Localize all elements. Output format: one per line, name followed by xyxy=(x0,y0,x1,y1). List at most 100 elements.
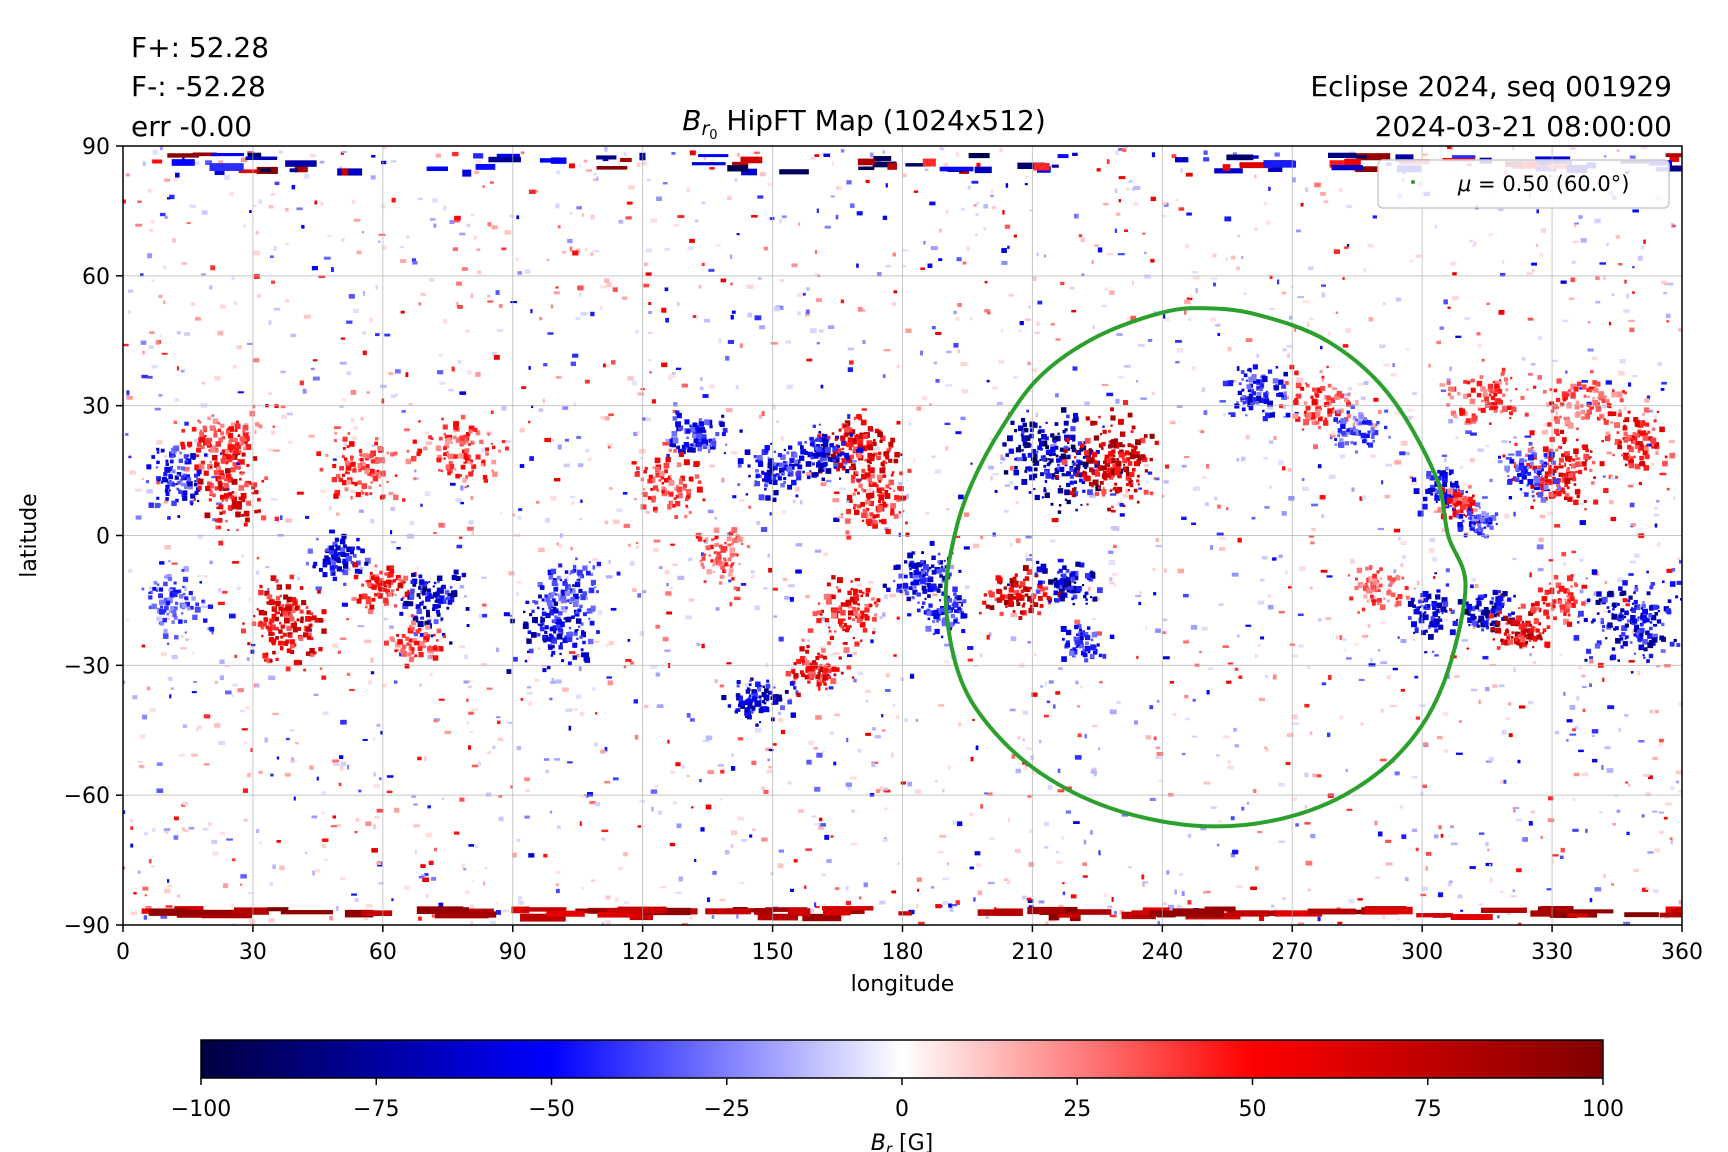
field-pixel xyxy=(893,513,899,519)
field-pixel xyxy=(885,484,890,489)
field-pixel xyxy=(1179,872,1184,877)
field-pixel xyxy=(236,443,240,447)
field-pixel xyxy=(972,718,975,721)
field-pixel xyxy=(1072,602,1075,606)
field-pixel xyxy=(963,512,970,517)
field-pixel xyxy=(768,765,772,769)
field-pixel xyxy=(1094,471,1101,477)
field-pixel xyxy=(376,861,382,866)
field-pixel xyxy=(555,870,561,874)
field-pixel xyxy=(861,591,865,595)
field-pixel xyxy=(1028,305,1031,309)
field-pixel xyxy=(974,851,981,856)
field-pixel xyxy=(840,299,845,304)
field-pixel xyxy=(243,482,249,488)
field-pixel xyxy=(562,609,568,613)
field-pixel xyxy=(468,844,475,847)
field-pixel xyxy=(562,406,569,410)
field-pixel xyxy=(236,503,242,510)
field-pixel xyxy=(1261,555,1268,560)
field-pixel xyxy=(270,193,276,196)
field-pixel xyxy=(1073,480,1078,484)
field-pixel xyxy=(455,473,460,479)
field-pixel xyxy=(862,339,866,345)
field-pixel xyxy=(791,479,797,486)
field-pixel xyxy=(142,161,146,166)
field-pixel xyxy=(1281,291,1287,295)
field-pixel xyxy=(766,769,773,774)
field-pixel xyxy=(688,598,695,602)
field-pixel xyxy=(206,453,209,458)
field-pixel xyxy=(1304,805,1308,809)
field-pixel xyxy=(1663,291,1668,295)
field-pixel xyxy=(1078,461,1081,465)
field-pixel xyxy=(340,151,345,155)
field-pixel xyxy=(1316,774,1322,778)
field-pixel xyxy=(1497,915,1500,919)
field-pixel xyxy=(215,502,223,506)
field-pixel xyxy=(727,339,735,344)
field-pixel xyxy=(541,664,548,667)
field-pixel xyxy=(447,434,453,440)
field-pixel xyxy=(1055,467,1061,473)
field-pixel xyxy=(1041,440,1048,446)
field-pixel xyxy=(872,627,877,633)
field-pixel xyxy=(1516,868,1522,873)
field-pixel xyxy=(336,824,342,827)
field-pixel xyxy=(1491,684,1498,688)
field-pixel xyxy=(885,688,891,692)
field-pixel xyxy=(850,479,855,484)
field-pixel xyxy=(623,665,627,669)
field-pixel xyxy=(910,582,914,586)
field-pixel xyxy=(1073,655,1076,658)
field-pixel xyxy=(245,706,250,710)
field-pixel xyxy=(1618,371,1625,376)
field-pixel xyxy=(737,152,740,158)
field-pixel xyxy=(777,711,782,716)
field-pixel xyxy=(401,410,406,413)
field-pixel xyxy=(811,815,817,818)
field-pixel xyxy=(1060,453,1067,459)
field-pixel xyxy=(1181,752,1186,756)
field-pixel xyxy=(182,495,188,501)
field-pixel xyxy=(1202,476,1207,479)
field-pixel xyxy=(164,545,172,550)
field-pixel xyxy=(1128,180,1133,183)
field-pixel xyxy=(1080,237,1086,243)
field-pixel xyxy=(451,366,455,372)
field-pixel xyxy=(868,467,875,474)
field-pixel xyxy=(1618,263,1623,266)
field-pixel xyxy=(473,427,478,432)
field-pixel xyxy=(1169,420,1176,425)
field-pixel xyxy=(970,462,973,465)
field-pixel xyxy=(673,448,678,453)
field-pixel xyxy=(128,470,136,475)
field-pixel xyxy=(339,466,344,471)
field-pixel xyxy=(1027,795,1032,798)
field-pixel xyxy=(515,257,519,262)
field-pixel xyxy=(696,642,701,647)
field-pixel xyxy=(1089,571,1096,578)
field-pixel xyxy=(914,565,919,570)
field-pixel xyxy=(1412,828,1418,833)
field-pixel xyxy=(556,542,559,546)
field-pixel xyxy=(1191,271,1198,274)
field-pixel xyxy=(1328,474,1336,480)
field-pixel xyxy=(830,835,834,838)
field-pixel xyxy=(763,246,769,251)
field-pixel xyxy=(1251,516,1256,520)
field-pixel xyxy=(1659,738,1664,743)
field-pixel xyxy=(1353,420,1356,425)
field-pixel xyxy=(459,645,465,649)
field-pixel xyxy=(183,466,190,472)
field-pixel xyxy=(358,458,361,461)
field-pixel xyxy=(431,914,437,918)
field-pixel xyxy=(151,365,158,369)
field-pixel xyxy=(644,466,648,471)
field-pixel xyxy=(957,608,963,614)
field-pixel xyxy=(1117,473,1122,479)
field-pixel xyxy=(651,806,654,812)
field-pixel xyxy=(913,190,919,193)
field-pixel xyxy=(233,437,238,443)
field-pixel xyxy=(214,460,218,464)
